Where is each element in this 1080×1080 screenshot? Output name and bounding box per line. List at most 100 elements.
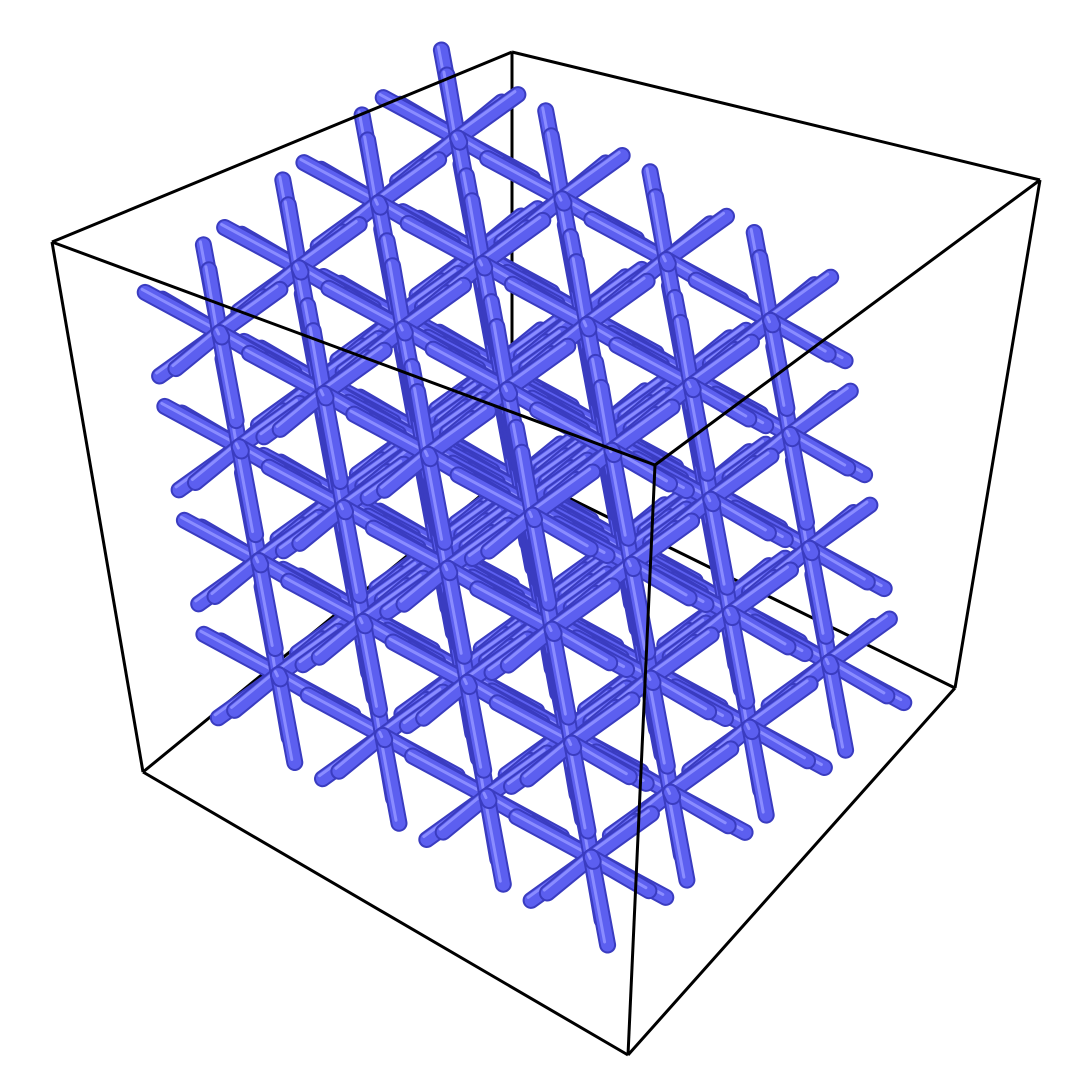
strut-highlight <box>254 556 260 564</box>
strut-highlight <box>215 284 279 332</box>
strut-highlight <box>646 630 710 677</box>
strut <box>317 387 347 488</box>
strut <box>441 561 457 580</box>
strut <box>356 614 386 716</box>
strut-highlight <box>245 348 323 392</box>
strut <box>723 563 797 620</box>
bounding-box-edge <box>50 241 145 773</box>
strut <box>783 384 857 441</box>
strut-highlight <box>691 275 770 319</box>
strut-highlight <box>398 324 404 332</box>
strut-highlight <box>473 584 551 628</box>
strut-highlight <box>532 405 611 449</box>
strut-highlight <box>408 751 486 795</box>
strut <box>213 326 243 428</box>
strut <box>460 675 491 777</box>
strut-highlight <box>220 223 298 267</box>
bounding-box-front-edges <box>50 50 1042 1057</box>
strut-highlight <box>547 581 611 628</box>
strut-highlight <box>358 573 422 620</box>
strut-highlight <box>507 279 586 323</box>
strut-highlight <box>478 259 484 267</box>
strut-highlight <box>484 510 532 550</box>
strut-highlight <box>824 657 830 666</box>
strut-highlight <box>523 738 571 778</box>
strut-highlight <box>766 315 771 324</box>
strut-highlight <box>368 523 447 567</box>
strut-highlight <box>423 449 429 458</box>
strut <box>664 742 738 799</box>
strut-highlight <box>557 194 563 202</box>
strut <box>555 149 629 206</box>
strut <box>306 324 331 400</box>
strut-highlight <box>582 320 588 328</box>
strut-highlight <box>453 133 459 141</box>
bounding-box-edge <box>654 178 1041 467</box>
strut <box>625 557 655 659</box>
strut-highlight <box>482 748 546 795</box>
strut <box>396 278 470 336</box>
strut-highlight <box>204 265 219 332</box>
strut <box>822 612 896 669</box>
strut-highlight <box>607 402 671 449</box>
bounding-box-edge <box>626 464 657 1056</box>
strut <box>545 579 619 636</box>
strut-highlight <box>140 287 219 332</box>
strut <box>594 380 619 457</box>
strut-highlight <box>273 626 338 674</box>
strut-highlight <box>380 449 427 489</box>
strut-highlight <box>234 398 298 446</box>
strut-highlight <box>349 409 427 453</box>
strut <box>684 378 715 480</box>
strut-highlight <box>503 341 567 388</box>
strut-highlight <box>686 337 750 384</box>
strut-highlight <box>373 198 379 206</box>
strut <box>743 677 817 734</box>
strut-highlight <box>264 462 343 506</box>
strut-highlight <box>215 328 221 336</box>
strut-highlight <box>275 389 323 428</box>
strut-highlight <box>284 576 362 620</box>
strut-highlight <box>303 690 382 734</box>
strut-highlight <box>582 276 646 323</box>
strut <box>580 318 596 336</box>
strut-highlight <box>503 385 509 393</box>
strut <box>480 789 510 891</box>
strut <box>337 501 352 519</box>
strut-highlight <box>234 442 240 450</box>
strut-highlight <box>339 503 344 511</box>
bounding-box-edge <box>142 770 629 1057</box>
strut-highlight <box>478 215 542 263</box>
strut-highlight <box>423 406 487 453</box>
strut-highlight <box>666 744 730 791</box>
strut-highlight <box>419 677 466 717</box>
strut-highlight <box>462 634 527 681</box>
strut-highlight <box>413 387 427 453</box>
strut-highlight <box>171 328 219 368</box>
strut-highlight <box>339 459 403 506</box>
strut <box>501 339 575 396</box>
strut-highlight <box>528 467 592 514</box>
strut-highlight <box>428 344 507 388</box>
strut <box>337 501 367 602</box>
strut <box>743 720 773 822</box>
strut-highlight <box>388 637 466 681</box>
strut-highlight <box>334 730 382 770</box>
strut-highlight <box>567 738 573 746</box>
strut-highlight <box>755 253 770 319</box>
strut-highlight <box>230 670 277 709</box>
strut <box>411 385 435 461</box>
strut <box>649 190 673 267</box>
strut <box>664 785 694 887</box>
strut <box>252 554 282 655</box>
strut-highlight <box>160 401 238 446</box>
strut <box>441 561 471 663</box>
strut-highlight <box>358 616 364 625</box>
strut-highlight <box>462 677 468 686</box>
strut-highlight <box>661 255 667 263</box>
strut-highlight <box>179 515 258 560</box>
bounding-box-edge <box>626 687 957 1056</box>
strut-highlight <box>482 791 488 800</box>
strut <box>440 68 465 145</box>
